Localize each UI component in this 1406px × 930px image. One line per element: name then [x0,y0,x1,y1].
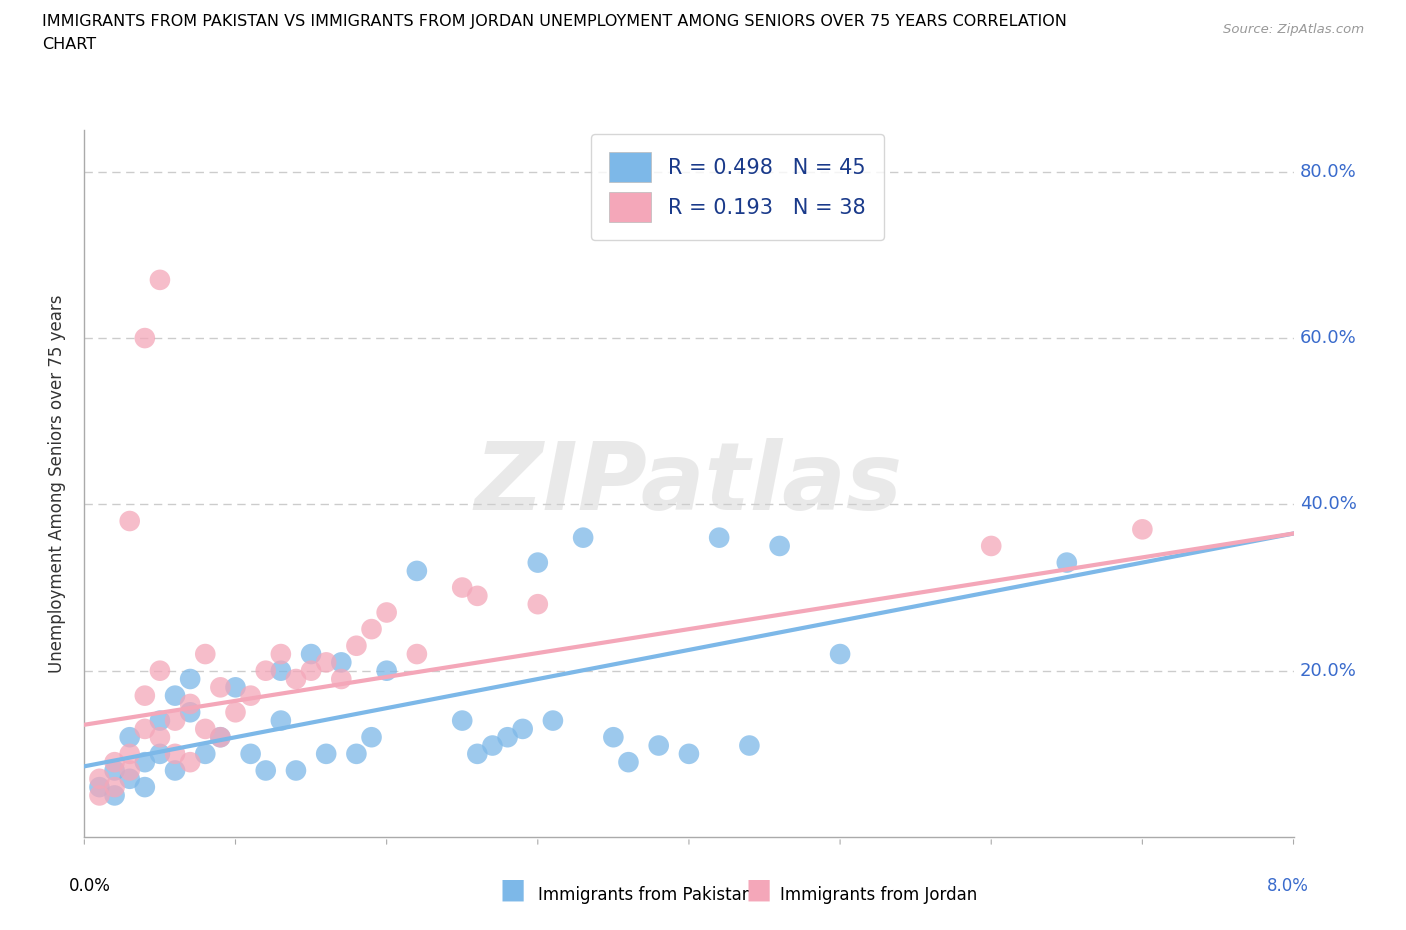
Legend: R = 0.498   N = 45, R = 0.193   N = 38: R = 0.498 N = 45, R = 0.193 N = 38 [591,134,884,241]
Text: Immigrants from Jordan: Immigrants from Jordan [780,886,977,904]
Point [315,655,337,670]
Point [134,755,156,770]
Point [830,646,852,661]
Point [89,771,111,786]
Point [541,713,564,728]
Point [678,747,700,762]
Point [467,589,489,604]
Point [225,705,247,720]
Point [254,663,277,678]
Text: Source: ZipAtlas.com: Source: ZipAtlas.com [1223,23,1364,36]
Point [602,730,624,745]
Point [980,538,1002,553]
Point [360,621,382,636]
Point [284,671,308,686]
Point [709,530,731,545]
Point [179,671,201,686]
Point [209,730,232,745]
Point [179,755,201,770]
Point [194,646,217,661]
Point [89,779,111,794]
Text: 8.0%: 8.0% [1267,877,1309,895]
Point [769,538,792,553]
Point [330,655,353,670]
Point [89,788,111,803]
Point [299,663,322,678]
Point [270,663,292,678]
Point [149,730,172,745]
Point [194,722,217,737]
Point [118,763,141,777]
Point [451,713,474,728]
Point [330,671,353,686]
Point [315,747,337,762]
Point [299,646,322,661]
Point [375,663,398,678]
Point [225,680,247,695]
Point [149,272,172,287]
Y-axis label: Unemployment Among Seniors over 75 years: Unemployment Among Seniors over 75 years [48,295,66,672]
Point [406,564,429,578]
Text: Immigrants from Pakistan: Immigrants from Pakistan [538,886,752,904]
Point [209,730,232,745]
Point [118,513,141,528]
Point [165,688,187,703]
Point [149,747,172,762]
Point [104,755,127,770]
Point [134,779,156,794]
Point [467,747,489,762]
Point [118,771,141,786]
Text: 0.0%: 0.0% [69,877,111,895]
Point [481,738,503,753]
Point [118,747,141,762]
Point [134,722,156,737]
Point [284,763,308,777]
Point [1132,522,1154,537]
Point [360,730,382,745]
Text: IMMIGRANTS FROM PAKISTAN VS IMMIGRANTS FROM JORDAN UNEMPLOYMENT AMONG SENIORS OV: IMMIGRANTS FROM PAKISTAN VS IMMIGRANTS F… [42,14,1067,29]
Point [118,730,141,745]
Text: CHART: CHART [42,37,96,52]
Text: 20.0%: 20.0% [1299,661,1357,680]
Point [270,646,292,661]
Text: 60.0%: 60.0% [1299,329,1357,347]
Point [104,779,127,794]
Point [194,747,217,762]
Point [134,331,156,346]
Text: ■: ■ [745,876,772,904]
Point [104,763,127,777]
Text: ■: ■ [499,876,526,904]
Point [239,747,262,762]
Point [254,763,277,777]
Point [512,722,534,737]
Point [134,688,156,703]
Point [209,680,232,695]
Point [496,730,519,745]
Point [179,705,201,720]
Point [239,688,262,703]
Point [527,597,550,612]
Point [647,738,671,753]
Point [527,555,550,570]
Point [104,788,127,803]
Point [1056,555,1078,570]
Point [165,763,187,777]
Point [270,713,292,728]
Point [451,580,474,595]
Point [149,713,172,728]
Point [406,646,429,661]
Text: 80.0%: 80.0% [1299,163,1357,180]
Text: 40.0%: 40.0% [1299,496,1357,513]
Point [149,663,172,678]
Point [165,713,187,728]
Point [375,605,398,620]
Text: ZIPatlas: ZIPatlas [475,438,903,529]
Point [617,755,640,770]
Point [738,738,761,753]
Point [572,530,595,545]
Point [346,638,368,653]
Point [165,747,187,762]
Point [179,697,201,711]
Point [346,747,368,762]
